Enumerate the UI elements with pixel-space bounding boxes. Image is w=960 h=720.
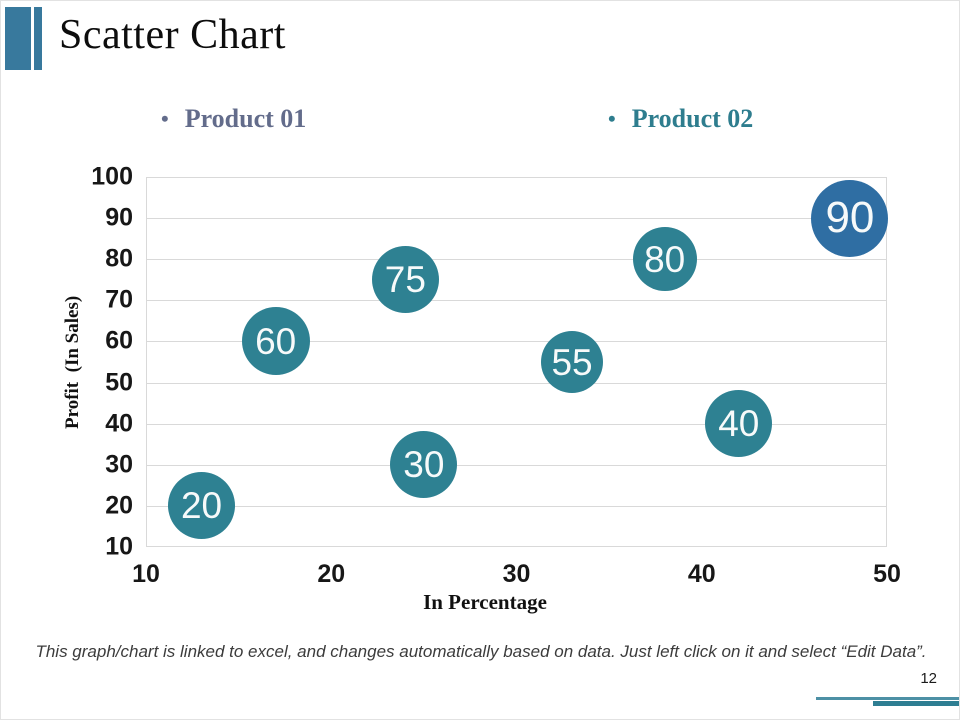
gridline bbox=[146, 464, 887, 466]
bubble-label: 20 bbox=[180, 485, 223, 527]
bubble-product-02-20[interactable]: 20 bbox=[168, 472, 236, 540]
bubble-label: 40 bbox=[718, 403, 760, 445]
gridline bbox=[146, 259, 887, 261]
y-tick-label: 50 bbox=[105, 368, 133, 397]
title-accent-bar-narrow bbox=[34, 7, 42, 70]
bubble-label: 60 bbox=[255, 320, 297, 362]
bubble-label: 80 bbox=[644, 238, 686, 280]
bubble-label: 55 bbox=[551, 341, 593, 383]
title-accent-bar-wide bbox=[5, 7, 31, 70]
legend-item-product-02: • Product 02 bbox=[608, 104, 753, 134]
bubble-product-02-55[interactable]: 55 bbox=[541, 331, 604, 393]
y-tick-label: 100 bbox=[91, 162, 133, 191]
x-tick-label: 50 bbox=[873, 560, 901, 588]
legend-label: Product 02 bbox=[631, 104, 754, 133]
y-tick-label: 80 bbox=[105, 244, 133, 273]
plot-area[interactable] bbox=[146, 177, 887, 547]
footer-accent-line-thick bbox=[873, 701, 959, 706]
page-number: 12 bbox=[920, 670, 937, 687]
gridline bbox=[146, 300, 887, 302]
y-tick-label: 70 bbox=[105, 285, 133, 314]
legend-bullet-icon: • bbox=[161, 106, 169, 131]
footer-accent-line-thin bbox=[816, 697, 959, 700]
bubble-label: 75 bbox=[384, 259, 426, 301]
page-title: Scatter Chart bbox=[59, 12, 286, 58]
x-tick-label: 30 bbox=[502, 560, 531, 588]
y-tick-label: 30 bbox=[105, 450, 133, 479]
bubble-product-02-60[interactable]: 60 bbox=[241, 307, 310, 376]
bubble-product-02-75[interactable]: 75 bbox=[371, 246, 439, 314]
bubble-product-02-80[interactable]: 80 bbox=[632, 227, 697, 292]
gridline bbox=[146, 382, 887, 384]
legend-label: Product 01 bbox=[184, 104, 307, 133]
y-tick-label: 40 bbox=[105, 409, 133, 438]
bubble-label: 90 bbox=[825, 193, 875, 243]
gridline bbox=[146, 423, 887, 425]
gridline bbox=[146, 218, 887, 220]
bubble-product-01-90[interactable]: 90 bbox=[811, 179, 889, 257]
legend-bullet-icon: • bbox=[608, 106, 616, 131]
y-tick-label: 60 bbox=[105, 326, 133, 355]
gridline bbox=[146, 505, 887, 507]
x-tick-label: 20 bbox=[317, 560, 346, 588]
bubble-label: 30 bbox=[403, 444, 445, 486]
legend-item-product-01: • Product 01 bbox=[161, 104, 306, 134]
gridline bbox=[146, 341, 887, 343]
bubble-product-02-30[interactable]: 30 bbox=[390, 431, 458, 499]
y-tick-label: 20 bbox=[105, 491, 133, 520]
x-axis-title: In Percentage bbox=[423, 590, 547, 614]
y-tick-label: 90 bbox=[105, 203, 133, 232]
x-tick-label: 40 bbox=[687, 560, 716, 588]
footer-note: This graph/chart is linked to excel, and… bbox=[35, 642, 927, 661]
y-tick-label: 10 bbox=[105, 532, 133, 561]
bubble-product-02-40[interactable]: 40 bbox=[705, 390, 773, 458]
x-tick-label: 10 bbox=[132, 560, 160, 588]
